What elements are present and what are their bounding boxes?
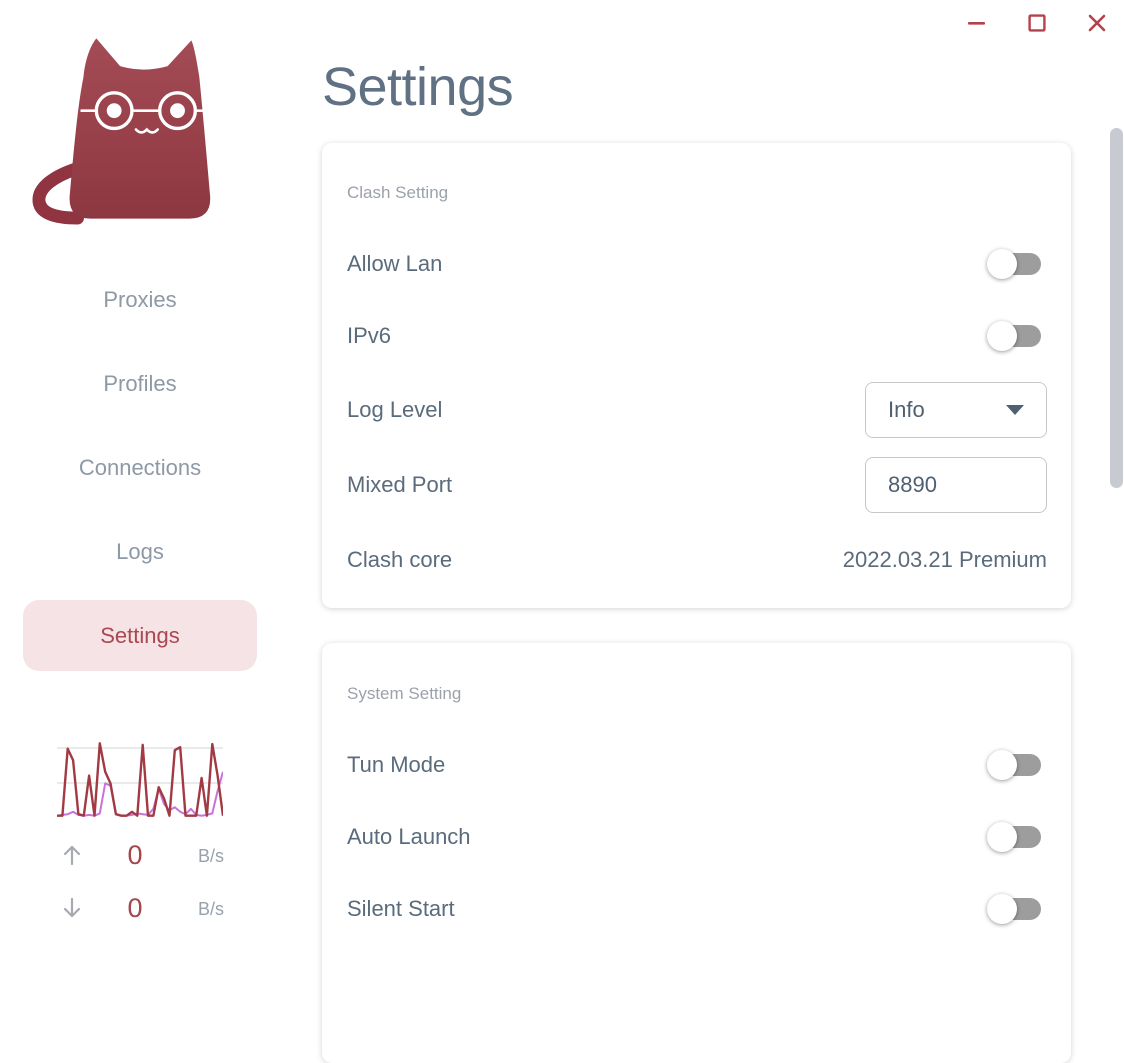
cat-glasses (94, 91, 198, 131)
red-series (57, 742, 223, 817)
silent-start-toggle[interactable] (987, 894, 1041, 924)
log-level-label: Log Level (347, 397, 443, 422)
traffic-chart (57, 742, 223, 817)
maximize-button[interactable] (1028, 14, 1046, 32)
chevron-down-icon (1006, 405, 1024, 415)
sidebar-item-label: Logs (116, 538, 164, 564)
sidebar-item-proxies[interactable]: Proxies (23, 264, 257, 335)
sidebar-item-logs[interactable]: Logs (23, 516, 257, 587)
sidebar-item-label: Settings (100, 622, 180, 648)
cat-body (69, 38, 211, 219)
card-header: Clash Setting (347, 183, 449, 202)
toggle-thumb (987, 249, 1017, 279)
tun-mode-label: Tun Mode (347, 752, 446, 777)
cat-mouth (134, 127, 160, 134)
upload-arrow-icon (63, 845, 81, 866)
card-header: System Setting (347, 684, 462, 703)
log-level-row: Log Level Info (347, 382, 1047, 438)
clash-core-version: 2022.03.21 Premium (842, 547, 1047, 572)
close-button[interactable] (1088, 14, 1106, 32)
maximize-icon (1028, 14, 1046, 32)
mixed-port-label: Mixed Port (347, 472, 453, 497)
sidebar-item-profiles[interactable]: Profiles (23, 348, 257, 419)
system-setting-card: System Setting Tun Mode Auto Launch Sile… (322, 643, 1071, 1063)
clash-core-row: Clash core 2022.03.21 Premium (347, 532, 1047, 588)
log-level-value: Info (888, 397, 925, 422)
clash-setting-card: Clash Setting Allow Lan IPv6 Log Level I… (322, 143, 1071, 608)
scrollbar-thumb[interactable] (1110, 128, 1123, 488)
clash-core-label: Clash core (347, 547, 453, 572)
cat-tail (32, 162, 84, 225)
clash-cat-logo (32, 38, 211, 225)
allow-lan-toggle[interactable] (987, 249, 1041, 279)
close-icon (1088, 14, 1106, 32)
ipv6-toggle[interactable] (987, 321, 1041, 351)
log-level-select[interactable]: Info (865, 382, 1047, 438)
upload-speed-value: 0 (127, 840, 143, 870)
auto-launch-label: Auto Launch (347, 824, 471, 849)
page-title: Settings (322, 57, 514, 117)
sidebar-item-label: Profiles (103, 370, 177, 396)
sidebar-nav: Proxies Profiles Connections Logs Settin… (23, 264, 257, 684)
toggle-thumb (987, 750, 1017, 780)
sidebar: Proxies Profiles Connections Logs Settin… (0, 0, 280, 937)
sidebar-item-connections[interactable]: Connections (23, 432, 257, 503)
toggle-thumb (987, 822, 1017, 852)
download-arrow-icon (63, 897, 81, 918)
minimize-icon (968, 22, 985, 25)
download-speed-value: 0 (127, 893, 143, 923)
mixed-port-input[interactable] (865, 457, 1047, 513)
toggle-thumb (987, 894, 1017, 924)
silent-start-label: Silent Start (347, 896, 455, 921)
silent-start-row: Silent Start (347, 881, 1047, 937)
toggle-thumb (987, 321, 1017, 351)
ipv6-label: IPv6 (347, 323, 392, 348)
ipv6-row: IPv6 (347, 308, 1047, 364)
traffic-down-row: 0 B/s (0, 893, 280, 923)
sidebar-item-label: Proxies (103, 286, 177, 312)
auto-launch-toggle[interactable] (987, 822, 1041, 852)
mixed-port-row: Mixed Port (347, 457, 1047, 513)
tun-mode-toggle[interactable] (987, 750, 1041, 780)
window-controls (968, 14, 1106, 32)
download-speed-unit: B/s (197, 899, 224, 919)
auto-launch-row: Auto Launch (347, 809, 1047, 865)
upload-speed-unit: B/s (197, 846, 224, 866)
allow-lan-row: Allow Lan (347, 236, 1047, 292)
minimize-button[interactable] (968, 14, 986, 32)
traffic-up-row: 0 B/s (0, 840, 280, 870)
allow-lan-label: Allow Lan (347, 251, 443, 276)
sidebar-item-label: Connections (78, 454, 202, 480)
sidebar-item-settings[interactable]: Settings (23, 600, 257, 671)
tun-mode-row: Tun Mode (347, 737, 1047, 793)
